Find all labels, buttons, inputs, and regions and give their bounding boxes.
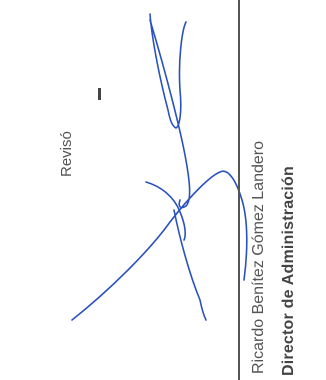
signature-stroke-top xyxy=(149,13,187,129)
signature-stroke-bottom xyxy=(173,209,207,321)
edge-mark xyxy=(98,88,101,100)
signer-name: Ricardo Benítez Gómez Landero xyxy=(250,140,267,374)
signer-title: Director de Administración xyxy=(280,166,297,376)
signature-line xyxy=(238,0,240,380)
signature-stroke-long xyxy=(149,19,191,209)
review-label: Revisó xyxy=(58,131,75,177)
signature-stroke-middle xyxy=(145,181,186,241)
signature-stroke-sweep xyxy=(71,170,248,321)
